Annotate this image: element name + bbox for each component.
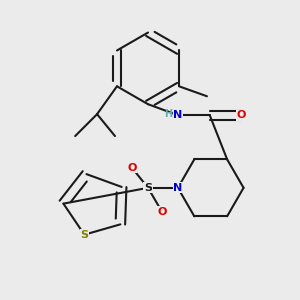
Text: N: N bbox=[173, 110, 182, 120]
Text: H: H bbox=[164, 109, 172, 119]
Text: O: O bbox=[237, 110, 246, 120]
Text: O: O bbox=[157, 207, 167, 217]
Text: N: N bbox=[173, 183, 182, 193]
Text: S: S bbox=[144, 183, 152, 193]
Text: O: O bbox=[128, 163, 137, 173]
Text: S: S bbox=[80, 230, 88, 240]
